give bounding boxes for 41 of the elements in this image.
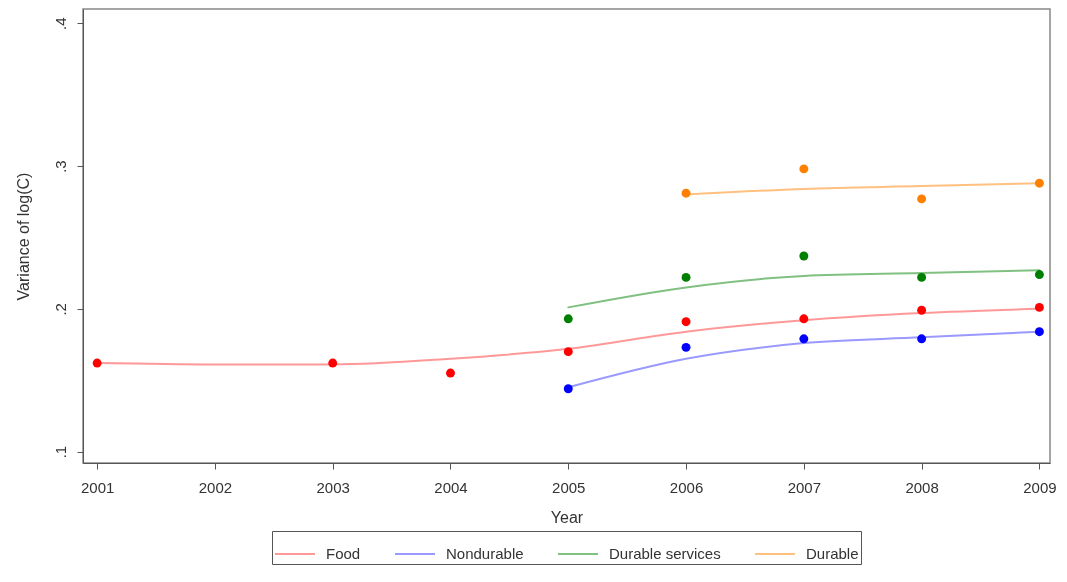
point xyxy=(917,334,927,344)
point xyxy=(681,272,691,282)
x-tick-label: 2006 xyxy=(669,478,704,496)
point xyxy=(681,317,691,327)
y-tick-label: .3 xyxy=(51,160,69,173)
x-tick-label: 2005 xyxy=(552,478,586,496)
x-tick-label: 2007 xyxy=(787,478,822,496)
point xyxy=(799,334,809,344)
point xyxy=(1034,302,1044,312)
x-tick-label: 2008 xyxy=(905,478,939,496)
x-tick-label: 2009 xyxy=(1023,478,1057,496)
point xyxy=(917,194,927,204)
x-tick-label: 2001 xyxy=(80,478,115,496)
point xyxy=(681,188,691,198)
y-axis-title: Variance of log(C) xyxy=(14,172,32,301)
point xyxy=(681,342,691,352)
x-axis-title: Year xyxy=(550,508,584,526)
legend-label: Durable services xyxy=(609,545,721,562)
y-tick-label: .1 xyxy=(51,445,69,459)
legend-label: Nondurable xyxy=(446,545,524,562)
point xyxy=(917,272,927,282)
point xyxy=(328,358,338,368)
point xyxy=(563,347,573,357)
x-tick-label: 2002 xyxy=(198,478,233,496)
point xyxy=(917,305,927,315)
point xyxy=(799,164,809,174)
legend-label: Food xyxy=(326,545,361,562)
x-tick-label: 2004 xyxy=(434,478,468,496)
point xyxy=(563,314,573,324)
point xyxy=(799,314,809,324)
y-tick-label: .2 xyxy=(51,303,69,316)
y-tick-label: .4 xyxy=(51,17,69,31)
point xyxy=(1034,270,1044,280)
legend-label: Durable xyxy=(806,545,859,562)
point xyxy=(799,251,809,261)
x-tick-label: 2003 xyxy=(316,478,350,496)
point xyxy=(446,368,455,378)
point xyxy=(563,384,573,394)
point xyxy=(1034,178,1044,188)
point xyxy=(92,358,102,368)
point xyxy=(1034,327,1044,337)
